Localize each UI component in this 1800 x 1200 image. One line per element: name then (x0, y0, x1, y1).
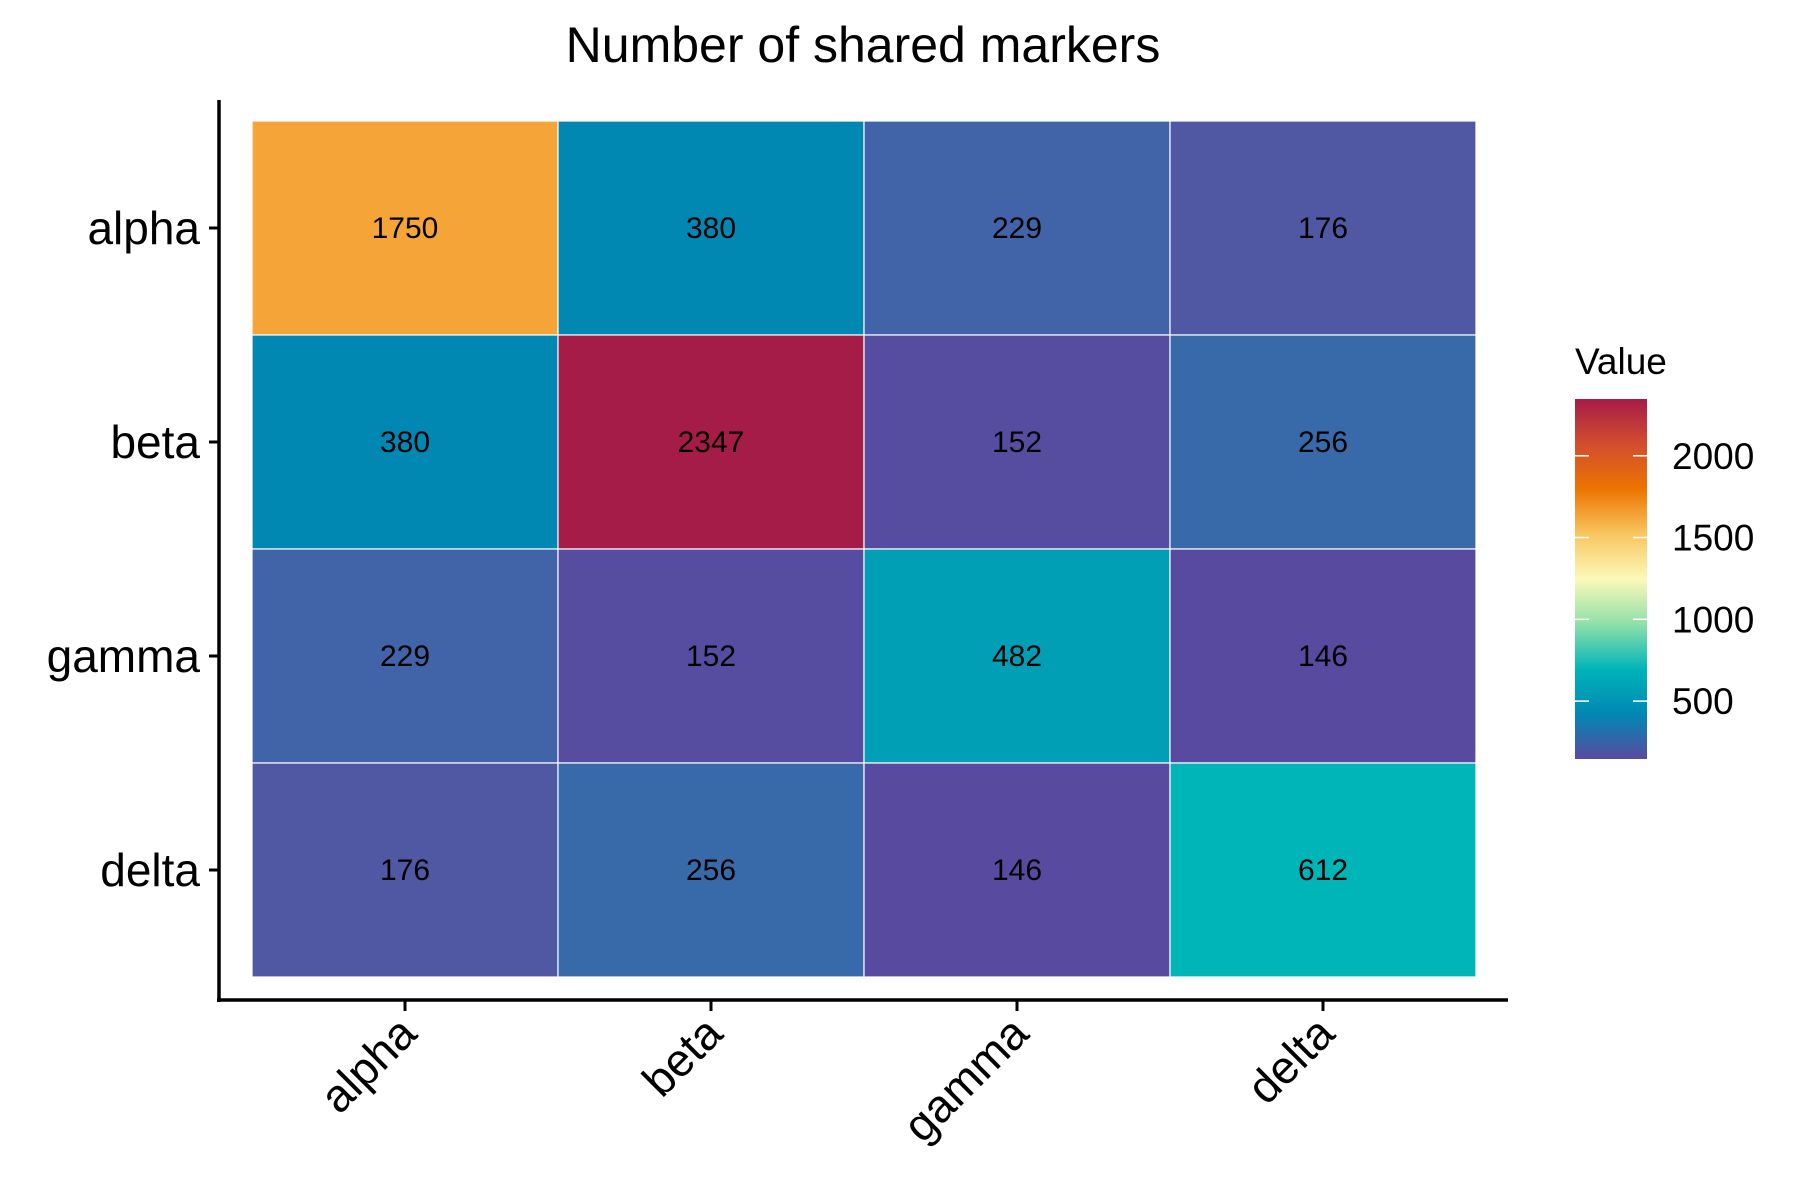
cell-value-label: 380 (380, 426, 430, 459)
heatmap-cell (1169, 548, 1477, 764)
cell-value-label: 176 (380, 854, 430, 887)
cell-value-label: 612 (1298, 854, 1348, 887)
heatmap-cells: 1750 380 229 176 380 2347 152 256 229 152 482 146 17… (251, 120, 1477, 978)
heatmap-cell (1169, 120, 1477, 336)
heatmap-cell (863, 120, 1171, 336)
cell-value-label: 2347 (678, 426, 745, 459)
heatmap-cell (557, 334, 865, 550)
cell-value-label: 1750 (372, 212, 439, 245)
heatmap-cell (251, 762, 559, 978)
heatmap-cell (251, 334, 559, 550)
y-tick-label: alpha (87, 202, 200, 254)
cell-value-label: 146 (992, 854, 1042, 887)
cell-value-label: 152 (992, 426, 1042, 459)
y-tick-label: delta (100, 844, 200, 896)
cell-value-label: 256 (1298, 426, 1348, 459)
y-tick-label: beta (110, 416, 200, 468)
heatmap-cell (1169, 762, 1477, 978)
chart-title: Number of shared markers (566, 17, 1161, 73)
colorbar-legend: Value 500 1000 1500 2000 (1575, 341, 1754, 759)
x-tick-label: alpha (310, 1006, 427, 1123)
colorbar-tick-label: 2000 (1672, 436, 1754, 477)
cell-value-label: 380 (686, 212, 736, 245)
heatmap-cell (557, 762, 865, 978)
x-tick-label: delta (1237, 1006, 1345, 1114)
heatmap-cell (863, 334, 1171, 550)
cell-value-label: 229 (992, 212, 1042, 245)
y-tick-label: gamma (47, 630, 201, 682)
cell-value-label: 482 (992, 640, 1042, 673)
x-tick-label: gamma (893, 1006, 1039, 1152)
cell-value-label: 229 (380, 640, 430, 673)
cell-value-label: 176 (1298, 212, 1348, 245)
colorbar-title: Value (1575, 341, 1667, 382)
colorbar-tick-label: 1500 (1672, 518, 1754, 559)
cell-value-label: 256 (686, 854, 736, 887)
heatmap-cell (251, 120, 559, 336)
heatmap-cell (1169, 334, 1477, 550)
x-tick-label: beta (632, 1006, 732, 1106)
heatmap-cell (557, 548, 865, 764)
cell-value-label: 146 (1298, 640, 1348, 673)
cell-value-label: 152 (686, 640, 736, 673)
colorbar (1575, 399, 1647, 759)
heatmap-cell (557, 120, 865, 336)
heatmap-cell (863, 762, 1171, 978)
colorbar-tick-label: 500 (1672, 681, 1734, 722)
colorbar-tick-label: 1000 (1672, 599, 1754, 640)
